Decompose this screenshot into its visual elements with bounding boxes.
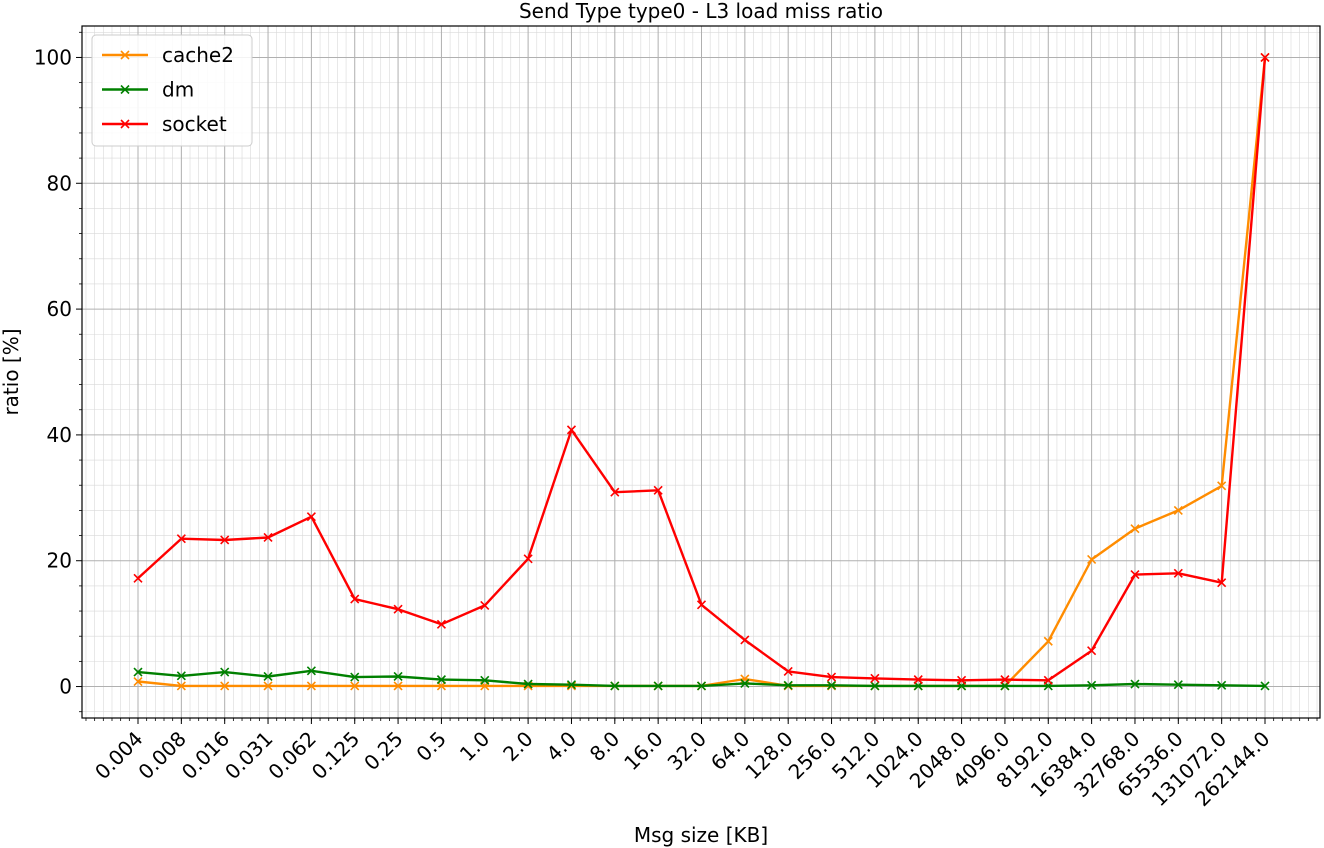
data-point-cache2 — [393, 681, 403, 691]
data-point-socket — [1260, 52, 1270, 63]
series-dm — [133, 666, 1270, 691]
data-point-cache2 — [350, 681, 360, 691]
data-point-socket — [176, 534, 186, 544]
data-point-dm — [783, 680, 793, 690]
data-point-cache2 — [1087, 554, 1097, 565]
data-point-socket — [870, 673, 880, 683]
data-point-cache2 — [566, 681, 577, 691]
data-point-socket — [133, 573, 143, 583]
data-point-dm — [1087, 680, 1097, 690]
y-tick-label: 80 — [47, 171, 72, 195]
data-point-dm — [436, 675, 446, 685]
data-point-dm — [176, 671, 186, 681]
data-point-dm — [826, 680, 837, 690]
data-point-socket — [306, 512, 316, 522]
legend-label-socket: socket — [162, 112, 227, 136]
data-point-socket — [826, 672, 837, 682]
data-point-dm — [566, 680, 577, 690]
data-point-dm — [1260, 681, 1270, 691]
data-point-dm — [523, 679, 533, 689]
y-axis-label: ratio [%] — [0, 328, 23, 415]
data-point-socket — [436, 619, 446, 629]
data-point-socket — [220, 535, 230, 545]
data-point-dm — [393, 671, 403, 682]
data-point-dm — [306, 666, 316, 676]
data-point-socket — [393, 604, 403, 614]
data-point-dm — [610, 681, 620, 691]
data-point-socket — [1217, 578, 1227, 588]
series-socket — [133, 52, 1270, 685]
data-point-dm — [1217, 680, 1227, 690]
data-point-socket — [263, 532, 273, 543]
legend-marker-socket — [120, 119, 130, 129]
y-tick-label: 0 — [59, 675, 72, 699]
data-point-dm — [653, 681, 663, 691]
data-point-socket — [1087, 646, 1097, 656]
legend: cache2 dm socket — [91, 34, 253, 147]
data-point-socket — [696, 600, 707, 610]
data-point-socket — [350, 594, 360, 604]
data-point-socket — [1000, 675, 1010, 685]
data-point-dm — [696, 681, 707, 691]
data-point-socket — [480, 600, 490, 610]
data-point-cache2 — [1043, 636, 1053, 646]
data-point-socket — [957, 675, 967, 685]
series-layer — [133, 52, 1270, 691]
data-point-dm — [740, 678, 750, 688]
data-point-socket — [783, 666, 793, 677]
data-point-cache2 — [263, 681, 273, 691]
y-axis-ticks: 0 20 40 60 80 100 — [34, 31, 82, 713]
data-point-cache2 — [220, 681, 230, 691]
data-point-socket — [523, 554, 533, 564]
y-tick-label: 60 — [47, 297, 72, 321]
data-point-dm — [263, 671, 273, 682]
data-point-socket — [566, 425, 577, 435]
data-point-cache2 — [1217, 481, 1227, 491]
data-point-dm — [1173, 680, 1183, 690]
y-tick-label: 40 — [47, 423, 72, 447]
data-point-socket — [610, 487, 620, 497]
data-point-dm — [220, 667, 230, 677]
legend-label-cache2: cache2 — [162, 43, 234, 67]
y-tick-label: 20 — [47, 549, 72, 573]
data-point-dm — [133, 667, 143, 677]
data-point-dm — [350, 672, 360, 682]
legend-box — [91, 34, 253, 147]
data-point-dm — [870, 681, 880, 691]
data-point-cache2 — [1173, 505, 1183, 515]
data-point-cache2 — [306, 681, 316, 691]
data-point-dm — [1130, 679, 1140, 689]
x-axis-label: Msg size [KB] — [634, 823, 768, 847]
legend-label-dm: dm — [162, 78, 194, 102]
y-tick-label: 100 — [34, 45, 72, 69]
chart-title: Send Type type0 - L3 load miss ratio — [519, 0, 883, 23]
data-point-socket — [740, 635, 750, 645]
data-point-socket — [1130, 570, 1140, 580]
data-point-cache2 — [133, 676, 143, 687]
data-point-socket — [653, 485, 663, 495]
data-point-cache2 — [1130, 524, 1140, 534]
data-point-socket — [1043, 675, 1053, 685]
data-point-cache2 — [176, 681, 186, 691]
data-point-dm — [480, 675, 490, 685]
legend-marker-dm — [120, 84, 130, 95]
data-point-socket — [1173, 568, 1183, 578]
legend-marker-cache2 — [120, 50, 130, 60]
data-point-socket — [913, 675, 923, 685]
